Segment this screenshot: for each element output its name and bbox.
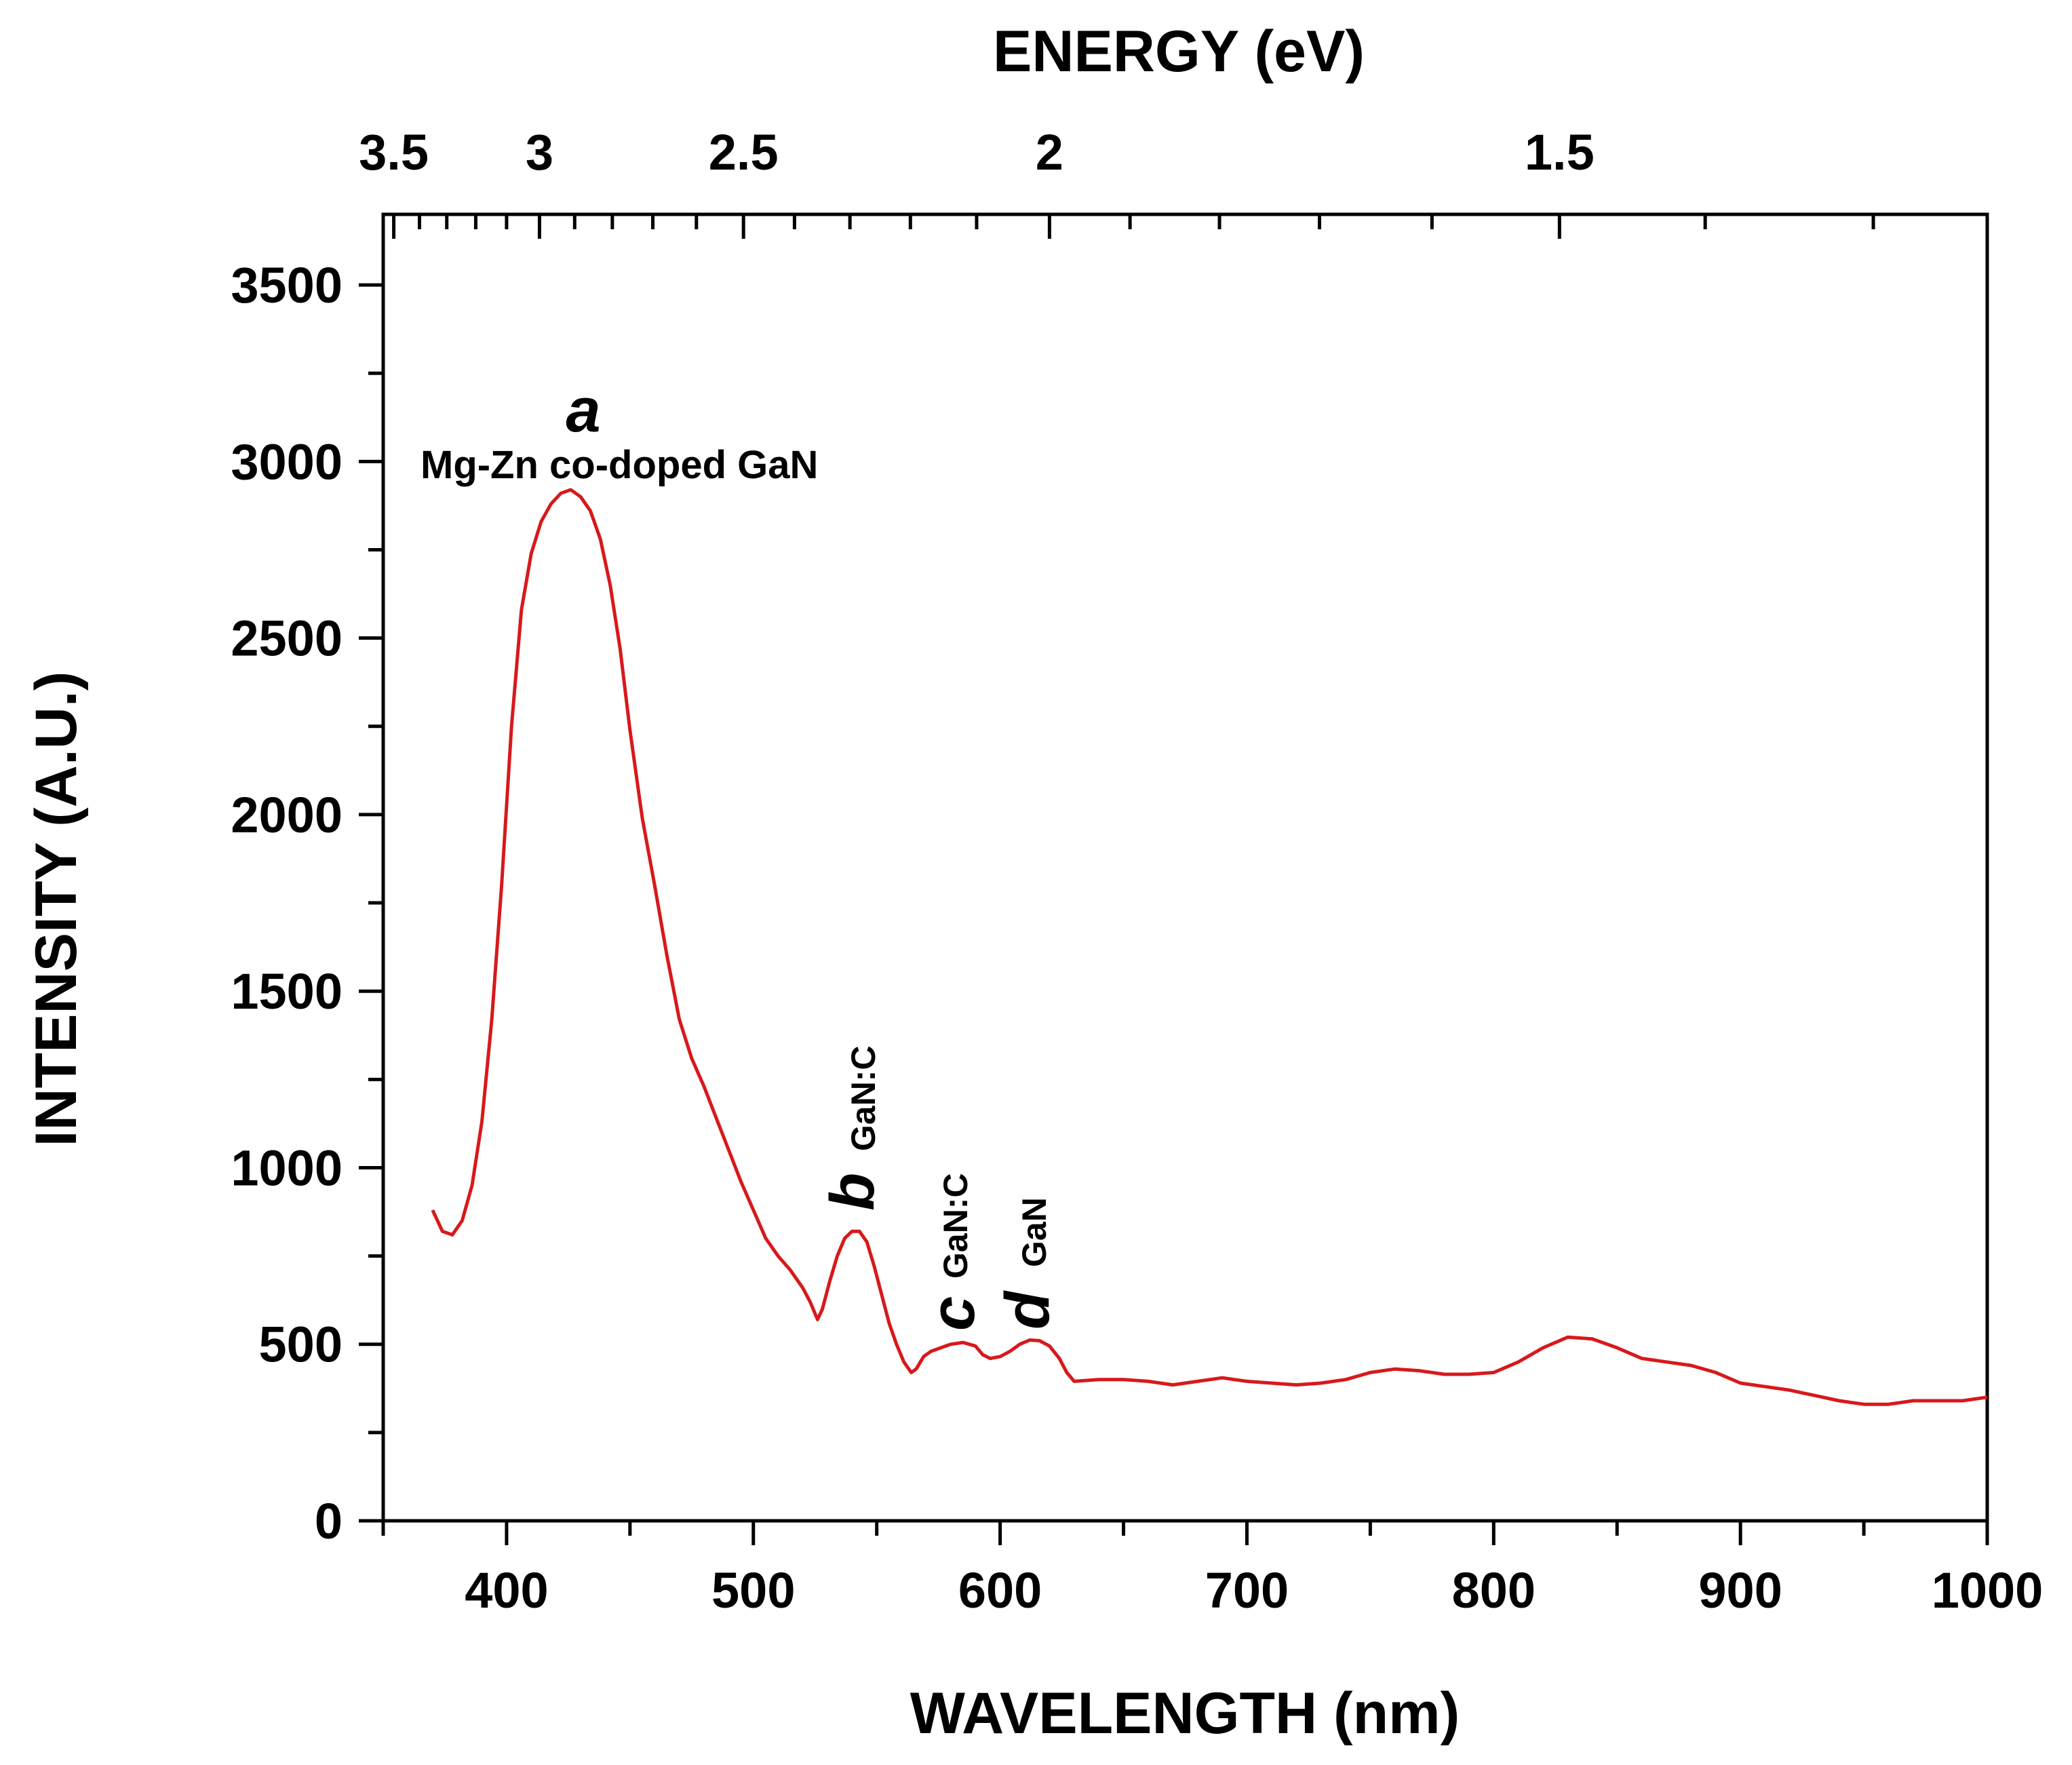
energy-tick-label: 1.5: [1525, 124, 1595, 180]
x-axis-title: WAVELENGTH (nm): [910, 1681, 1460, 1746]
energy-tick-label: 2.5: [709, 124, 779, 180]
x-tick-label: 500: [711, 1562, 795, 1618]
axis-tick-labels: 400 500 600 700 800 900 1000 0 500 1000 1500 2000 25…: [231, 124, 2043, 1618]
x-tick-label: 600: [958, 1562, 1042, 1618]
annotation-d-sub: GaN: [1015, 1197, 1053, 1267]
energy-tick-label: 2: [1036, 124, 1063, 180]
annotation-b-sub: GaN:C: [844, 1045, 882, 1151]
annotation-c-letter: c: [918, 1296, 988, 1331]
energy-axis-title: ENERGY (eV): [993, 19, 1365, 84]
y-tick-label: 500: [259, 1317, 343, 1373]
axis-ticks: [359, 214, 1989, 1545]
y-tick-label: 3500: [231, 257, 343, 313]
y-tick-label: 0: [315, 1493, 343, 1549]
x-tick-label: 900: [1698, 1562, 1782, 1618]
x-tick-label: 400: [465, 1562, 548, 1618]
x-tick-label: 700: [1205, 1562, 1289, 1618]
annotation-a-letter: a: [566, 376, 600, 445]
annotation-b-letter: b: [818, 1173, 887, 1211]
spectrum-line: [431, 488, 1988, 1406]
energy-tick-label: 3.5: [359, 124, 429, 180]
energy-tick-label: 3: [526, 124, 553, 180]
y-tick-label: 2500: [231, 610, 343, 667]
y-axis-title: INTENSITY (A.U.): [24, 672, 89, 1147]
y-tick-label: 2000: [231, 787, 343, 843]
plot-frame: [381, 212, 1989, 1523]
x-tick-label: 800: [1452, 1562, 1536, 1618]
annotation-c-sub: GaN:C: [937, 1173, 975, 1279]
y-tick-label: 1000: [231, 1140, 343, 1196]
annotation-d-letter: d: [993, 1290, 1062, 1330]
y-tick-label: 3000: [231, 433, 343, 490]
x-tick-label: 1000: [1932, 1562, 2044, 1618]
y-tick-label: 1500: [231, 963, 343, 1020]
annotation-a-text: Mg-Zn co-doped GaN: [421, 443, 818, 487]
